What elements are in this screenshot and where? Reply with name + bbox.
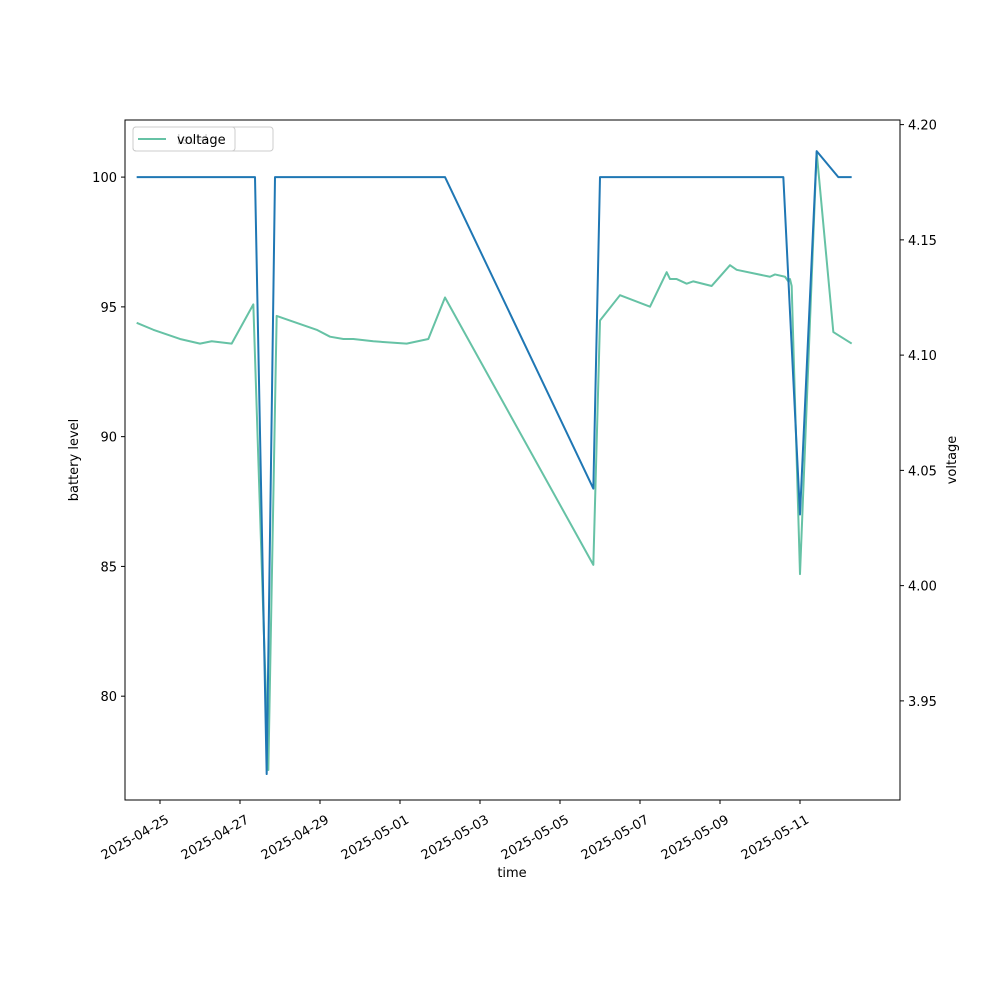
y-left-tick-label-2: 90: [100, 431, 117, 446]
y-axis-right-title: voltage: [945, 436, 960, 485]
x-tick-label-7: 2025-05-09: [659, 813, 732, 864]
x-axis-title: time: [497, 866, 526, 881]
y-left-tick-label-3: 95: [100, 301, 117, 316]
y-left-tick-label-0: 80: [100, 690, 117, 705]
legend-right-box: [132, 126, 274, 152]
y-right-tick-label-1: 4.00: [908, 580, 937, 595]
series-line-voltage: [136, 151, 853, 772]
y-right-tick-label-5: 4.20: [908, 119, 937, 134]
y-right-tick-label-0: 3.95: [908, 695, 937, 710]
x-tick-label-0: 2025-04-25: [99, 813, 172, 864]
series-line-level: [136, 150, 852, 776]
legend-right-fill: [134, 128, 230, 150]
series-layer: [136, 150, 853, 776]
y-left-tick-label-1: 85: [100, 560, 117, 575]
y-left-tick-label-4: 100: [92, 171, 117, 186]
x-tick-label-5: 2025-05-05: [499, 813, 572, 864]
x-tick-label-8: 2025-05-11: [739, 813, 812, 864]
legend-right: voltage: [132, 126, 274, 152]
y-right-tick-label-3: 4.10: [908, 349, 937, 364]
y-right-tick-label-2: 4.05: [908, 464, 937, 479]
x-tick-label-3: 2025-05-01: [339, 813, 412, 864]
legend-right-label: voltage: [177, 133, 226, 148]
x-tick-label-6: 2025-05-07: [579, 813, 652, 864]
y-axis-left-title: battery level: [67, 419, 82, 502]
y-right-tick-label-4: 4.15: [908, 234, 937, 249]
y-axis-left: 80 85 90 95 100: [92, 171, 125, 705]
x-tick-label-2: 2025-04-29: [259, 813, 332, 864]
x-tick-label-1: 2025-04-27: [179, 813, 252, 864]
x-tick-label-4: 2025-05-03: [419, 813, 492, 864]
y-axis-right: 3.95 4.00 4.05 4.10 4.15 4.20: [900, 119, 937, 710]
plot-frame: [124, 119, 901, 801]
x-axis: 2025-04-25 2025-04-27 2025-04-29 2025-05-01…: [99, 800, 812, 863]
